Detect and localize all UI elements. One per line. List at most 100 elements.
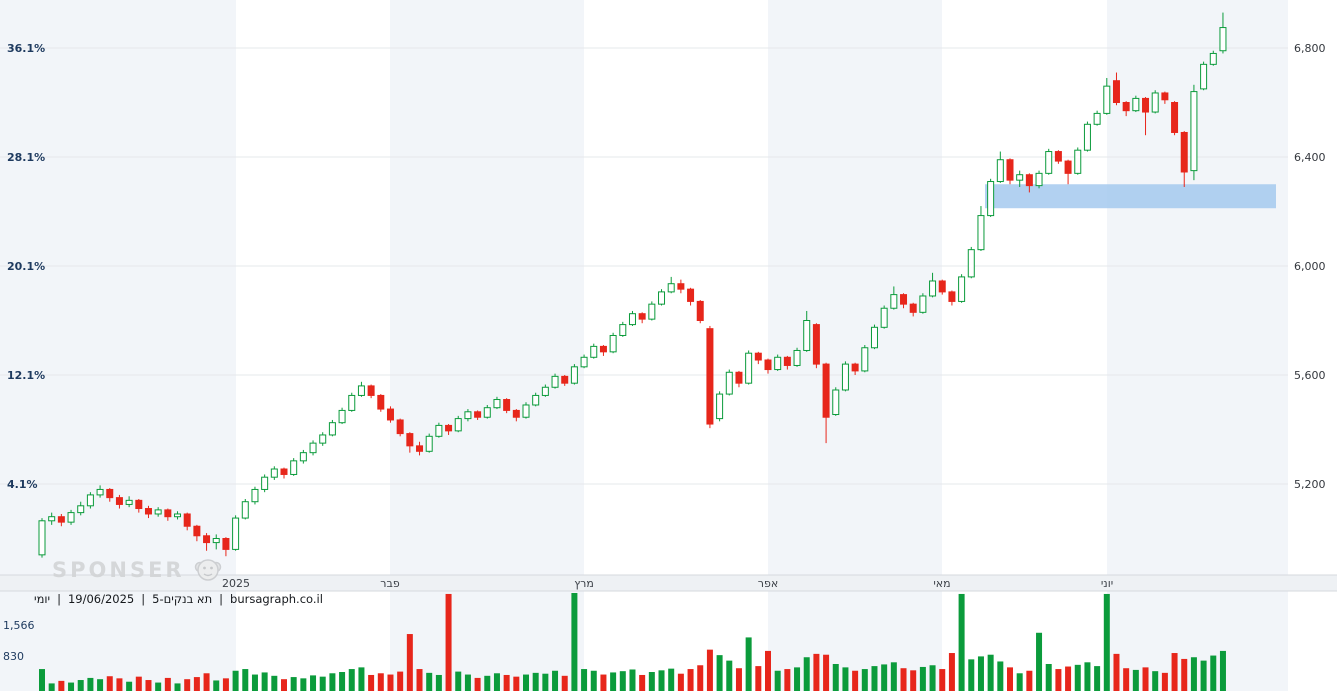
volume-bar: [435, 674, 442, 691]
volume-bar: [242, 669, 249, 691]
candle-body: [1219, 27, 1227, 52]
volume-bar: [290, 677, 297, 691]
status-segment: יומי: [34, 592, 51, 606]
candle-body: [532, 394, 540, 406]
candle-body: [590, 345, 598, 358]
volume-bar: [735, 668, 742, 691]
candle-body: [1151, 92, 1159, 113]
volume-bar: [552, 670, 559, 691]
volume-bar: [977, 656, 984, 691]
volume-bar: [532, 672, 539, 691]
candle-body: [745, 352, 753, 384]
candle-body: [1006, 159, 1014, 181]
volume-bar: [765, 650, 771, 691]
volume-bar: [58, 680, 65, 691]
candle-body: [783, 356, 791, 366]
volume-bar: [1074, 664, 1081, 691]
volume-bar: [619, 671, 626, 691]
candle-body: [967, 249, 975, 278]
volume-bar: [39, 669, 45, 691]
volume-bar: [48, 683, 55, 691]
candle-body: [435, 424, 443, 437]
candle-body: [1200, 63, 1208, 90]
candle-body: [803, 320, 811, 351]
volume-bar: [406, 634, 413, 691]
volume-bar: [377, 673, 384, 691]
candle-body: [386, 408, 394, 421]
volume-bar: [1055, 669, 1062, 691]
volume-bar: [464, 674, 471, 691]
volume-bar: [813, 653, 820, 691]
candle-body: [503, 399, 511, 411]
status-line: יומי | 19/06/2025 | תא בנקים-5 | bursagraph.co…: [34, 592, 323, 606]
volume-bar: [1219, 650, 1226, 691]
volume-bar: [523, 674, 529, 691]
candle-body: [193, 525, 201, 537]
volume-bar: [319, 676, 326, 691]
candle-body: [483, 407, 491, 418]
candle-body: [541, 386, 549, 396]
volume-bar: [629, 669, 636, 691]
volume-bar: [1181, 658, 1188, 691]
status-segment: bursagraph.co.il: [230, 592, 323, 606]
candle-body: [290, 460, 298, 475]
candle-body: [667, 283, 675, 293]
volume-bar: [590, 670, 597, 691]
candle-body: [1025, 174, 1033, 187]
volume-bar: [639, 674, 646, 691]
candle-body: [299, 452, 307, 462]
candle-body: [203, 535, 211, 544]
volume-bar: [1065, 666, 1072, 691]
volume-bar: [900, 668, 907, 691]
candle-body: [1064, 160, 1072, 174]
y-axis-price-label: 6,400: [1294, 151, 1326, 164]
volume-bar: [1113, 653, 1120, 691]
candle-body: [619, 324, 627, 336]
volume-bar: [716, 655, 723, 691]
candle-body: [1122, 102, 1130, 112]
candle-body: [958, 276, 966, 302]
volume-bar: [368, 674, 375, 691]
candle-body: [987, 181, 995, 217]
volume-bar: [910, 670, 917, 691]
volume-bar: [493, 673, 500, 691]
volume-bar: [697, 665, 704, 691]
volume-bar: [1123, 668, 1130, 691]
month-label: יוני: [1101, 577, 1113, 590]
y-axis-percent-label: 12.1%: [7, 369, 45, 382]
volume-bar: [794, 667, 801, 691]
volume-bar: [1210, 655, 1217, 691]
volume-bar: [126, 681, 133, 691]
volume-bar: [997, 661, 1004, 691]
volume-bar: [948, 653, 955, 691]
candle-body: [929, 280, 937, 297]
candle-body: [125, 499, 133, 505]
volume-bar: [1142, 667, 1149, 691]
candle-body: [977, 215, 985, 251]
candle-body: [493, 399, 501, 409]
volume-bar: [755, 666, 762, 691]
volume-bar: [155, 682, 162, 691]
candle-body: [280, 468, 288, 475]
month-strip: [0, 575, 1337, 591]
candle-body: [880, 307, 888, 328]
candle-body: [1093, 112, 1101, 125]
candle-body: [464, 411, 472, 420]
volume-bar: [929, 665, 936, 691]
candle-body: [445, 424, 453, 432]
volume-bar: [513, 676, 520, 691]
candle-body: [135, 499, 143, 510]
volume-bar: [213, 680, 220, 691]
volume-bar: [987, 654, 994, 691]
month-label: 2025: [222, 577, 250, 590]
volume-bar: [658, 670, 665, 691]
status-segment: 19/06/2025: [67, 592, 135, 606]
volume-bar: [677, 673, 684, 691]
volume-bar: [145, 680, 152, 691]
candle-body: [1035, 172, 1043, 187]
status-segment: |: [57, 592, 61, 606]
candle-body: [425, 435, 433, 452]
volume-bar: [271, 675, 278, 691]
status-segment: תא בנקים-5: [152, 592, 213, 606]
candle-body: [106, 488, 114, 499]
